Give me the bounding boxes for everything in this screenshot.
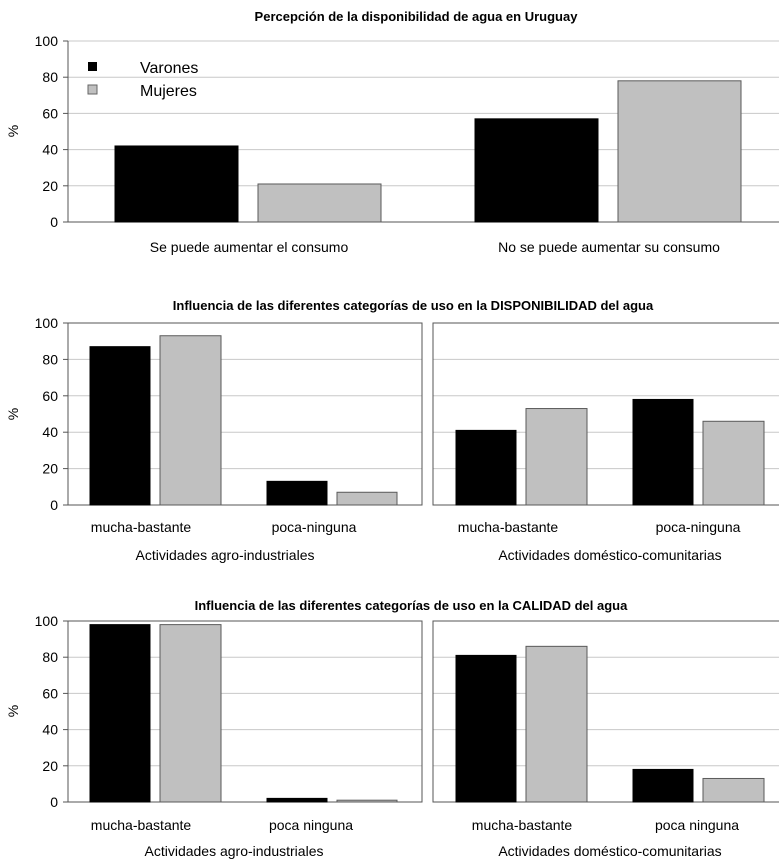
chart-1-bar-mujeres-1 <box>257 183 382 223</box>
chart-3-bar-varones-1 <box>89 624 151 803</box>
chart-3-panel-1-frame <box>67 620 423 803</box>
chart-1-ytick-label: 80 <box>42 69 58 85</box>
chart-2-bar-varones-1 <box>89 346 151 506</box>
chart-3-panel-1-category-1: mucha-bastante <box>91 817 192 833</box>
chart-3-title: Influencia de las diferentes categorías … <box>195 598 628 613</box>
legend: Varones Mujeres <box>87 60 198 100</box>
chart-3-bar-mujeres-4 <box>702 777 765 803</box>
chart-2-bar-varones-4 <box>632 398 694 506</box>
chart-3-bar-mujeres-2 <box>336 799 398 803</box>
chart-3-ytick-label: 80 <box>42 649 58 665</box>
chart-3-bar-varones-2 <box>266 797 328 803</box>
chart-3-panel-2-category-1: mucha-bastante <box>472 817 573 833</box>
chart-2-panel-2-category-2: poca-ninguna <box>656 519 741 535</box>
chart-3-panel-2-group-label: Actividades doméstico-comunitarias <box>498 843 721 859</box>
chart-2-panel-2-frame <box>432 322 779 506</box>
chart-1-ytick-label: 100 <box>35 33 59 49</box>
chart-3-bar-varones-3 <box>455 654 517 803</box>
chart-2-ytick-label: 100 <box>35 315 59 331</box>
chart-1-ytick-label: 60 <box>42 105 58 121</box>
chart-2-bar-mujeres-4 <box>702 420 765 506</box>
chart-2-ytick-label: 40 <box>42 424 58 440</box>
chart-1-category-label-2: No se puede aumentar su consumo <box>498 239 720 255</box>
chart-1-bar-varones-2 <box>474 118 599 223</box>
chart-3-ytick-label: 0 <box>50 794 58 810</box>
chart-2-bar-mujeres-2 <box>336 491 398 506</box>
chart-3-plot: 0 20 40 60 80 100 <box>35 613 779 810</box>
chart-2-ylabel: % <box>5 408 21 420</box>
chart-3-panel-1-group-label: Actividades agro-industriales <box>145 843 324 859</box>
chart-3-ytick-label: 100 <box>35 613 59 629</box>
legend-swatch-varones <box>88 62 97 71</box>
chart-3-panel-2-frame <box>432 620 779 803</box>
chart-1-title: Percepción de la disponibilidad de agua … <box>255 9 579 24</box>
chart-1-ytick-label: 40 <box>42 142 58 158</box>
chart-3-panel-2-category-2: poca ninguna <box>655 817 739 833</box>
chart-2-panel-2-category-1: mucha-bastante <box>458 519 559 535</box>
chart-2-panel-1-category-2: poca-ninguna <box>272 519 357 535</box>
chart-2-panel-2-group-label: Actividades doméstico-comunitarias <box>498 547 721 563</box>
chart-2: Influencia de las diferentes categorías … <box>5 298 779 563</box>
chart-1-ylabel: % <box>5 125 21 137</box>
chart-3-bar-varones-4 <box>632 768 694 803</box>
chart-1: Percepción de la disponibilidad de agua … <box>5 9 779 255</box>
chart-1-plot: 0 20 40 60 80 100 <box>35 33 779 230</box>
chart-2-ytick-label: 20 <box>42 461 58 477</box>
chart-1-bar-varones-1 <box>114 145 239 223</box>
chart-1-bar-mujeres-2 <box>617 80 742 223</box>
chart-2-ytick-label: 80 <box>42 351 58 367</box>
chart-3-bar-mujeres-1 <box>159 624 222 803</box>
legend-label-mujeres: Mujeres <box>140 83 197 100</box>
chart-2-ytick-label: 0 <box>50 497 58 513</box>
chart-3-ylabel: % <box>5 705 21 717</box>
chart-2-plot: 0 20 40 60 80 100 <box>35 315 779 513</box>
chart-1-ytick-label: 0 <box>50 214 58 230</box>
legend-label-varones: Varones <box>140 60 198 77</box>
chart-2-panel-1-frame <box>67 322 423 506</box>
chart-2-panel-1-category-1: mucha-bastante <box>91 519 192 535</box>
legend-swatch-mujeres <box>87 84 98 95</box>
chart-2-bar-varones-2 <box>266 480 328 506</box>
chart-3-ytick-label: 40 <box>42 722 58 738</box>
chart-2-ytick-label: 60 <box>42 388 58 404</box>
chart-2-bar-mujeres-3 <box>525 408 588 506</box>
chart-2-panel-1-group-label: Actividades agro-industriales <box>136 547 315 563</box>
chart-3-panel-1-category-2: poca ninguna <box>269 817 353 833</box>
chart-1-category-label-1: Se puede aumentar el consumo <box>150 239 349 255</box>
chart-2-bar-mujeres-1 <box>159 335 222 506</box>
chart-2-title: Influencia de las diferentes categorías … <box>173 298 654 313</box>
chart-3: Influencia de las diferentes categorías … <box>5 598 779 859</box>
chart-3-bar-mujeres-3 <box>525 645 588 803</box>
chart-3-ytick-label: 60 <box>42 685 58 701</box>
chart-3-ytick-label: 20 <box>42 758 58 774</box>
chart-2-bar-varones-3 <box>455 429 517 506</box>
chart-1-ytick-label: 20 <box>42 178 58 194</box>
